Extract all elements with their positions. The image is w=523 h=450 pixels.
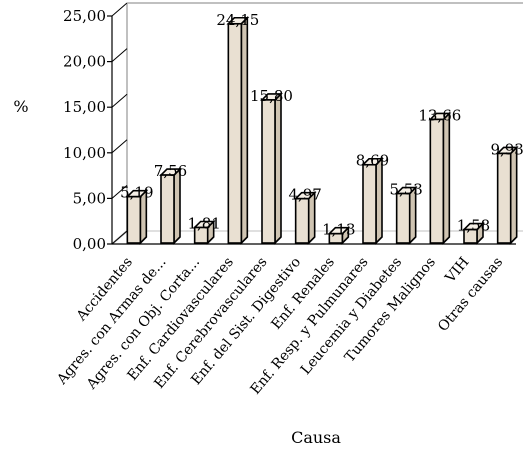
- bar-front: [362, 163, 377, 244]
- data-label: 1,58: [457, 217, 490, 235]
- bar: [361, 156, 384, 245]
- bar-front: [227, 22, 243, 244]
- category-label: VIH: [442, 254, 473, 286]
- data-label: 1,13: [322, 221, 355, 239]
- y-tick-depth: [111, 48, 128, 62]
- bar-front: [395, 192, 411, 244]
- bar: [293, 190, 317, 245]
- data-label: 15,80: [250, 87, 293, 105]
- data-labels: 5,197,56 1,81 24,15 15,80 4,971,13 8,695,53 13…: [120, 11, 523, 239]
- back-wall-edge: [111, 3, 128, 245]
- bar-front: [429, 118, 445, 244]
- bar: [327, 225, 351, 245]
- bar-front: [126, 195, 142, 244]
- bar: [394, 185, 418, 245]
- bar: [462, 221, 485, 245]
- bar: [226, 15, 250, 245]
- bar: [495, 145, 519, 245]
- y-tick-label: 10,00: [63, 144, 106, 162]
- y-tick-label: 5,00: [73, 189, 106, 207]
- data-label: 8,69: [356, 152, 389, 170]
- y-tick-depth: [111, 139, 128, 154]
- bar: [159, 167, 182, 245]
- data-label: 1,81: [187, 214, 220, 232]
- y-tick-label: 25,00: [63, 7, 106, 25]
- bar-front: [294, 197, 310, 244]
- y-tick-label: 20,00: [63, 53, 106, 71]
- y-tick-depth: [111, 230, 128, 245]
- bar-front: [328, 232, 344, 244]
- x-axis-title: Causa: [291, 428, 341, 447]
- bar-side: [240, 15, 249, 245]
- data-label: 5,53: [389, 181, 422, 199]
- data-label: 7,56: [154, 162, 187, 180]
- bar: [192, 219, 216, 245]
- data-label: 4,97: [288, 186, 321, 204]
- y-tick-label: 15,00: [63, 98, 106, 116]
- bar: [125, 188, 149, 245]
- bar-front: [496, 152, 512, 244]
- bar-side: [509, 145, 518, 245]
- y-axis: 0,00 5,00 10,00 15,00 20,00 25,00: [63, 2, 128, 253]
- bar-side: [173, 167, 181, 245]
- bar-front: [193, 226, 209, 244]
- bar-front: [160, 174, 175, 244]
- y-tick-depth: [111, 93, 128, 108]
- y-tick-depth: [111, 2, 128, 17]
- bar-front: [463, 228, 478, 244]
- y-tick-label: 0,00: [73, 235, 106, 253]
- bar-side: [274, 91, 282, 245]
- bar: [260, 91, 283, 245]
- bar-side: [442, 111, 451, 245]
- data-label: 9,93: [490, 140, 523, 158]
- bar-side: [375, 156, 383, 245]
- y-tick-depth: [111, 185, 128, 199]
- bar: [428, 111, 452, 245]
- y-axis-title: %: [13, 97, 28, 116]
- bar-front: [261, 99, 276, 244]
- data-label: 24,15: [216, 11, 259, 29]
- bars: [125, 15, 519, 245]
- data-label: 13,66: [418, 106, 461, 124]
- data-label: 5,19: [120, 184, 153, 202]
